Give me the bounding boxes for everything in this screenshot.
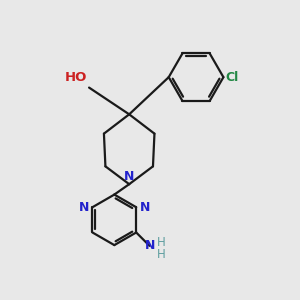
Text: H: H <box>157 236 165 249</box>
Text: N: N <box>144 239 155 252</box>
Text: HO: HO <box>64 71 87 84</box>
Text: N: N <box>124 170 134 183</box>
Text: H: H <box>157 248 165 261</box>
Text: Cl: Cl <box>226 71 239 84</box>
Text: N: N <box>140 201 150 214</box>
Text: N: N <box>79 201 89 214</box>
